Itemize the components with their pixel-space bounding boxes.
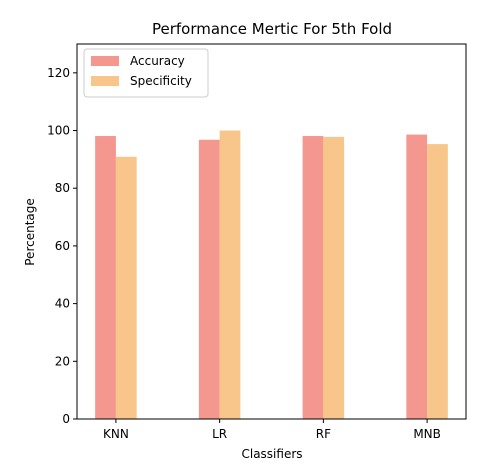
y-tick-label: 40	[55, 297, 70, 311]
legend-swatch-specificity	[91, 76, 119, 86]
x-tick-label-mnb: MNB	[413, 427, 441, 441]
x-tick-label-lr: LR	[212, 427, 227, 441]
y-tick-label: 0	[62, 412, 70, 426]
bar-accuracy-lr	[198, 139, 220, 419]
bar-specificity-rf	[323, 136, 345, 419]
plot-frame	[76, 43, 467, 420]
x-axis-title: Classifiers	[241, 447, 302, 461]
legend-label-specificity: Specificity	[130, 74, 192, 88]
bar-specificity-lr	[219, 130, 241, 420]
y-axis: 0 20 40 60 80 100 120	[47, 66, 77, 426]
x-tick-label-rf: RF	[316, 427, 331, 441]
x-axis: KNN LR RF MNB	[103, 419, 441, 441]
bar-accuracy-rf	[302, 136, 324, 419]
y-tick-label: 20	[55, 354, 70, 368]
y-tick-label: 120	[47, 66, 70, 80]
y-tick-label: 60	[55, 239, 70, 253]
y-tick-label: 80	[55, 181, 70, 195]
x-tick-label-knn: KNN	[103, 427, 129, 441]
chart-title: Performance Mertic For 5th Fold	[152, 20, 392, 38]
legend-label-accuracy: Accuracy	[130, 54, 185, 68]
bar-accuracy-knn	[95, 136, 116, 419]
bar-specificity-mnb	[427, 144, 448, 419]
y-tick-label: 100	[47, 124, 70, 138]
legend: Accuracy Specificity	[83, 48, 209, 98]
bar-accuracy-mnb	[406, 134, 428, 420]
legend-swatch-accuracy	[91, 56, 119, 66]
bar-specificity-knn	[115, 156, 137, 420]
bars-group	[95, 130, 448, 420]
y-axis-title: Percentage	[23, 198, 37, 266]
